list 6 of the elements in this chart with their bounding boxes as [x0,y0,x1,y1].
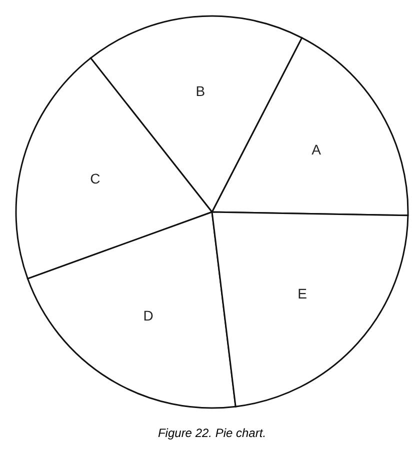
slice-label: D [143,308,154,324]
slice-label: B [196,83,206,100]
slice-label: C [90,170,100,187]
text: Figure 22. Pie chart. [156,426,268,440]
slice-label: A [312,142,322,158]
slice-label: E [298,285,307,302]
